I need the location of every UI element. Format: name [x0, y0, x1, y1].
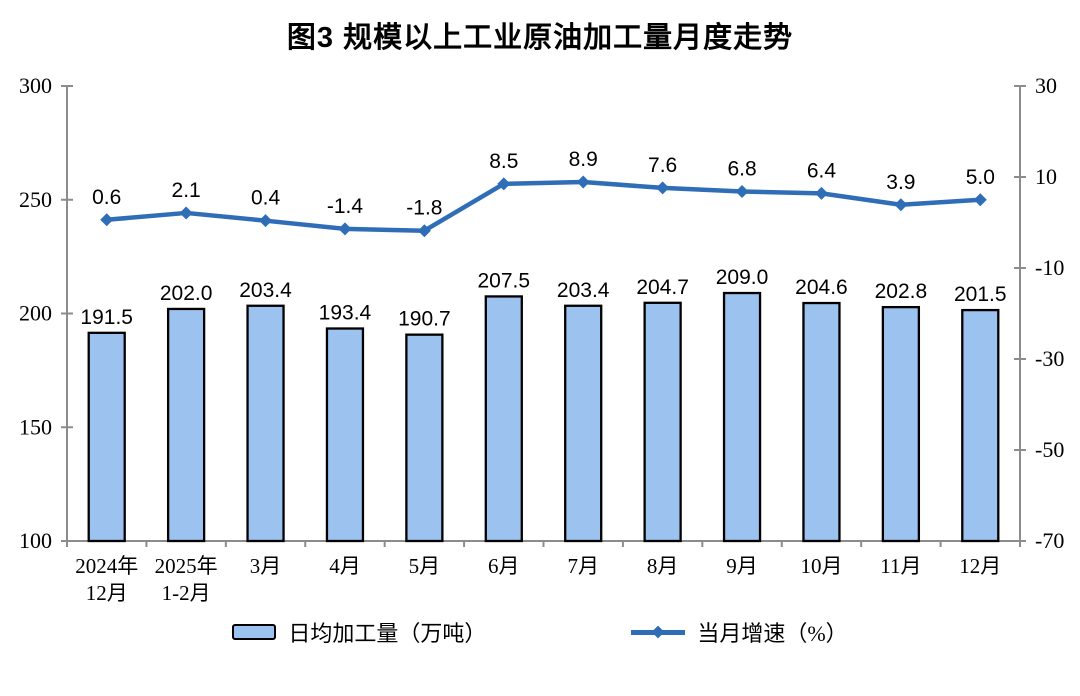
y-axis-left-label: 300: [19, 73, 52, 98]
line-marker-diamond: [417, 224, 431, 238]
line-marker-diamond: [259, 214, 273, 228]
x-category-label: 4月: [329, 554, 361, 578]
line-value-label: 3.9: [886, 171, 915, 194]
line-marker-diamond: [894, 198, 908, 212]
line-value-label: 5.0: [966, 166, 995, 189]
line-marker-diamond: [656, 181, 670, 195]
bar-value-label: 204.7: [636, 276, 689, 299]
legend-item-bar: 日均加工量（万吨）: [232, 616, 486, 648]
x-category-label: 7月: [567, 554, 599, 578]
legend-item-line: 当月增速（%）: [631, 616, 848, 648]
bar: [405, 333, 444, 543]
bar-value-label: 202.8: [875, 280, 928, 303]
x-category-label: 12月: [86, 581, 128, 605]
x-category-label: 3月: [250, 554, 282, 578]
x-category-label: 8月: [647, 554, 679, 578]
bar: [325, 327, 365, 543]
line-marker-diamond: [814, 186, 828, 200]
bar-value-label: 193.4: [319, 302, 372, 325]
x-category-label: 2024年: [75, 554, 138, 578]
bar-value-label: 202.0: [160, 282, 213, 305]
legend-label-bar: 日均加工量（万吨）: [288, 621, 487, 646]
y-axis-right-label: 10: [1035, 164, 1057, 189]
line-value-label: 8.9: [569, 148, 598, 171]
line-marker-diamond: [576, 175, 590, 189]
x-category-label: 12月: [959, 554, 1001, 578]
bar: [564, 304, 603, 543]
x-category-label: 5月: [409, 554, 441, 578]
bar-value-label: 201.5: [954, 283, 1007, 306]
line-value-label: -1.8: [406, 197, 442, 220]
line-value-label: 2.1: [172, 179, 201, 202]
bar-value-label: 207.5: [478, 269, 531, 292]
growth-line: [104, 179, 983, 233]
y-axis-left-label: 150: [19, 414, 52, 439]
bar: [643, 301, 682, 543]
y-axis-right-label: -30: [1035, 346, 1064, 371]
line-value-label: 0.6: [92, 186, 121, 209]
x-category-label: 10月: [800, 554, 842, 578]
y-axis-left-label: 100: [19, 528, 52, 553]
line-marker-diamond: [338, 222, 352, 236]
bar-value-label: 204.6: [795, 276, 848, 299]
line-marker-diamond: [973, 193, 987, 207]
bar-value-label: 209.0: [716, 266, 769, 289]
chart-title: 图3 规模以上工业原油加工量月度走势: [286, 22, 794, 54]
bar: [246, 304, 285, 543]
x-category-label: 2025年: [155, 554, 218, 578]
y-axis-right-label: -70: [1035, 528, 1064, 553]
diamond-marker-icon: [651, 625, 665, 639]
bar-value-label: 203.4: [557, 279, 610, 302]
y-axis-right-label: -50: [1035, 437, 1064, 462]
bar: [484, 295, 523, 543]
line-marker-diamond: [735, 185, 749, 199]
line-value-label: 8.5: [489, 150, 518, 173]
bar: [722, 291, 762, 543]
line-value-label: 6.8: [727, 158, 756, 181]
bar-value-label: 190.7: [398, 308, 451, 331]
line-marker-diamond: [179, 206, 193, 220]
bar-value-label: 191.5: [80, 306, 133, 329]
line-series-swatch: [631, 625, 686, 639]
x-category-label: 1-2月: [162, 581, 211, 605]
bar: [961, 308, 1000, 543]
x-category-label: 6月: [488, 554, 520, 578]
y-axis-right-label: 30: [1035, 73, 1057, 98]
line-marker-diamond: [497, 177, 511, 191]
legend: 日均加工量（万吨） 当月增速（%）: [0, 616, 1080, 648]
y-axis-left-label: 250: [19, 187, 52, 212]
bar-value-label: 203.4: [239, 279, 292, 302]
bar: [87, 331, 126, 543]
x-category-label: 11月: [880, 554, 921, 578]
line-value-label: 0.4: [251, 187, 281, 210]
y-axis-left-label: 200: [19, 301, 52, 326]
legend-label-line: 当月增速（%）: [697, 621, 848, 646]
line-marker-diamond: [100, 213, 114, 227]
x-category-label: 9月: [726, 554, 758, 578]
bar: [166, 307, 206, 543]
y-axis-right-label: -10: [1035, 255, 1064, 280]
line-value-label: 7.6: [648, 154, 677, 177]
bar: [881, 305, 921, 543]
bar-series-swatch: [232, 624, 277, 640]
bar: [802, 301, 841, 543]
line-value-label: 6.4: [807, 159, 837, 182]
line-value-label: -1.4: [327, 195, 364, 218]
